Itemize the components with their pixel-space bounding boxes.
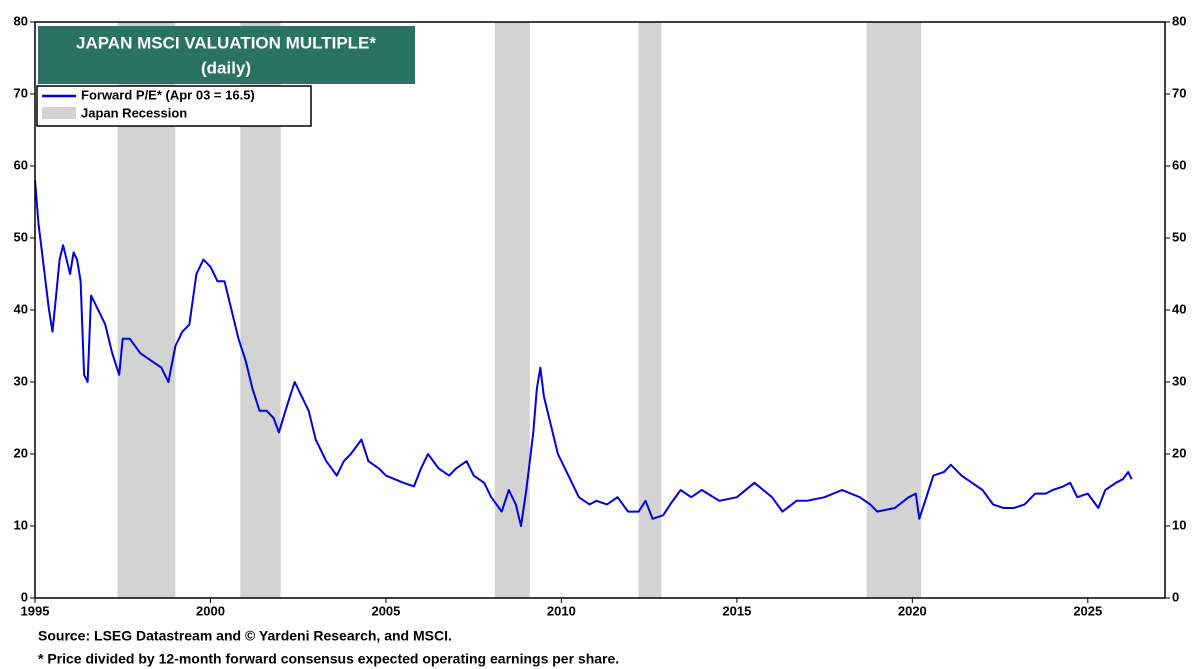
- x-tick-label: 2010: [547, 603, 576, 618]
- y-tick-label: 10: [14, 517, 28, 532]
- y2-tick-label: 30: [1172, 373, 1186, 388]
- x-tick-label: 2005: [371, 603, 400, 618]
- y2-tick-label: 20: [1172, 445, 1186, 460]
- data-line: [34, 180, 1133, 527]
- footnote: Source: LSEG Datastream and © Yardeni Re…: [38, 628, 452, 644]
- x-tick-label: 2015: [722, 603, 751, 618]
- y-tick-label: 50: [14, 229, 28, 244]
- y2-tick-label: 10: [1172, 517, 1186, 532]
- chart-title: JAPAN MSCI VALUATION MULTIPLE*: [76, 33, 376, 52]
- y-tick-label: 80: [14, 13, 28, 28]
- y-tick-label: 40: [14, 301, 28, 316]
- x-tick-label: 1995: [21, 603, 50, 618]
- footnote: * Price divided by 12-month forward cons…: [38, 651, 619, 667]
- y2-tick-label: 80: [1172, 13, 1186, 28]
- x-tick-label: 2025: [1073, 603, 1102, 618]
- x-tick-label: 2020: [898, 603, 927, 618]
- legend-label: Forward P/E* (Apr 03 = 16.5): [81, 87, 255, 102]
- legend-label: Japan Recession: [81, 105, 187, 120]
- y-tick-label: 70: [14, 85, 28, 100]
- y2-tick-label: 70: [1172, 85, 1186, 100]
- recession-band: [866, 22, 922, 598]
- y-tick-label: 0: [21, 589, 28, 604]
- legend-swatch: [42, 107, 76, 119]
- recession-band: [494, 22, 530, 598]
- y-tick-label: 60: [14, 157, 28, 172]
- y2-tick-label: 50: [1172, 229, 1186, 244]
- y2-tick-label: 40: [1172, 301, 1186, 316]
- y-tick-label: 20: [14, 445, 28, 460]
- legend: [36, 85, 312, 127]
- x-tick-label: 2000: [196, 603, 225, 618]
- recession-band: [638, 22, 662, 598]
- y-tick-label: 30: [14, 373, 28, 388]
- title-box: [38, 26, 415, 84]
- y2-tick-label: 0: [1172, 589, 1179, 604]
- y2-tick-label: 60: [1172, 157, 1186, 172]
- chart-subtitle: (daily): [201, 58, 251, 77]
